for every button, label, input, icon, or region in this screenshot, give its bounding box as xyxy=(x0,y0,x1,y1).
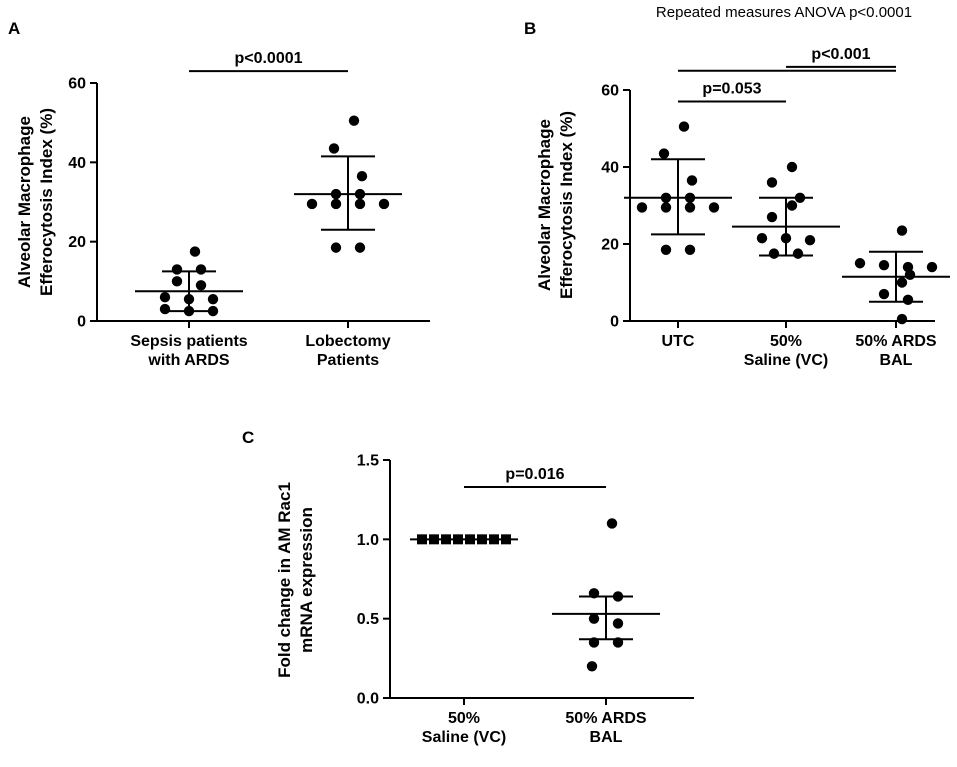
y-axis-label: Fold change in AM Rac1 xyxy=(275,482,294,678)
y-tick-label: 1.5 xyxy=(357,453,379,470)
panel-letter-b: B xyxy=(524,19,536,38)
data-point xyxy=(926,261,938,273)
y-axis-label: Alveolar Macrophage xyxy=(535,119,554,291)
data-point xyxy=(896,277,908,288)
data-point xyxy=(636,202,648,213)
chart-panel-c: 0.0 0.5 1.0 1.5 Fold change in AM Rac1 mRNA e… xyxy=(275,453,694,746)
y-tick-label: 0.5 xyxy=(357,611,379,628)
x-category-label: with ARDS xyxy=(147,352,230,369)
chart-panel-b: 0 20 40 60 Alveolar Macrophage Efferocytosis … xyxy=(535,4,950,369)
data-point xyxy=(328,143,340,154)
y-tick-label: 60 xyxy=(68,76,86,93)
y-tick-label: 40 xyxy=(601,160,619,177)
x-category-label: BAL xyxy=(590,729,623,746)
data-point xyxy=(356,171,368,182)
data-point xyxy=(684,244,696,255)
data-point xyxy=(786,161,798,173)
data-point xyxy=(171,276,183,287)
data-point xyxy=(354,242,366,253)
x-category-label: Saline (VC) xyxy=(744,352,828,369)
y-tick-label: 0.0 xyxy=(357,691,379,708)
data-point xyxy=(612,618,624,629)
x-category-label: UTC xyxy=(662,333,695,350)
data-point xyxy=(878,259,890,271)
data-point xyxy=(354,198,366,210)
data-point xyxy=(195,264,207,275)
significance-label: p=0.053 xyxy=(702,81,761,98)
data-point xyxy=(159,292,171,303)
x-category-label: Sepsis patients xyxy=(130,333,247,350)
data-point xyxy=(902,294,914,306)
y-tick-label: 20 xyxy=(601,237,619,254)
x-category-label: Saline (VC) xyxy=(422,729,506,746)
data-point xyxy=(171,264,183,275)
data-point xyxy=(588,613,600,624)
significance-label: p<0.001 xyxy=(811,46,870,63)
data-point xyxy=(904,269,916,280)
x-category-label: 50% ARDS xyxy=(855,333,937,350)
y-tick-label: 40 xyxy=(68,155,86,172)
data-point xyxy=(768,248,780,259)
data-point xyxy=(330,242,342,253)
data-point xyxy=(660,244,672,255)
y-axis-label: Alveolar Macrophage xyxy=(15,116,34,288)
y-axis-label: Efferocytosis Index (%) xyxy=(37,108,56,296)
data-point xyxy=(786,200,798,211)
x-category-label: 50% xyxy=(770,333,802,350)
x-category-label: Patients xyxy=(317,352,379,369)
y-tick-label: 0 xyxy=(610,314,619,331)
panel-letter-c: C xyxy=(242,428,254,447)
data-point xyxy=(896,313,908,325)
data-point xyxy=(378,198,390,210)
data-point xyxy=(348,115,360,126)
x-category-label: Lobectomy xyxy=(305,333,390,350)
y-tick-label: 60 xyxy=(601,83,619,100)
data-point xyxy=(804,234,816,246)
x-category-label: BAL xyxy=(880,352,913,369)
data-point xyxy=(195,280,207,291)
chart-title: Repeated measures ANOVA p<0.0001 xyxy=(656,4,912,21)
significance-label: p<0.0001 xyxy=(234,50,302,67)
data-point xyxy=(678,121,690,132)
panel-letter-a: A xyxy=(8,19,20,38)
x-category-label: 50% ARDS xyxy=(565,710,647,727)
data-point xyxy=(708,202,720,213)
data-point xyxy=(658,148,670,159)
data-point xyxy=(306,198,318,210)
data-point xyxy=(189,246,201,257)
data-point xyxy=(878,288,890,300)
data-point xyxy=(660,202,672,213)
data-point xyxy=(766,211,778,223)
data-point xyxy=(684,202,696,213)
chart-panel-a: 0 20 40 60 Alveolar Macrophage Efferocytosis … xyxy=(15,50,430,369)
y-axis-label: Efferocytosis Index (%) xyxy=(557,111,576,299)
x-category-label: 50% xyxy=(448,710,480,727)
data-point xyxy=(606,518,618,529)
y-tick-label: 1.0 xyxy=(357,532,379,549)
significance-label: p=0.016 xyxy=(505,466,564,483)
data-point xyxy=(756,233,768,244)
data-point xyxy=(207,293,219,305)
data-point xyxy=(766,177,778,188)
y-tick-label: 20 xyxy=(68,234,86,251)
y-axis-label: mRNA expression xyxy=(297,507,316,653)
y-tick-label: 0 xyxy=(77,314,86,331)
data-point xyxy=(686,175,698,186)
data-point xyxy=(792,248,804,259)
data-point xyxy=(330,198,342,210)
data-point xyxy=(586,661,598,672)
data-point xyxy=(159,303,171,315)
data-point xyxy=(854,258,866,269)
data-point xyxy=(896,225,908,236)
